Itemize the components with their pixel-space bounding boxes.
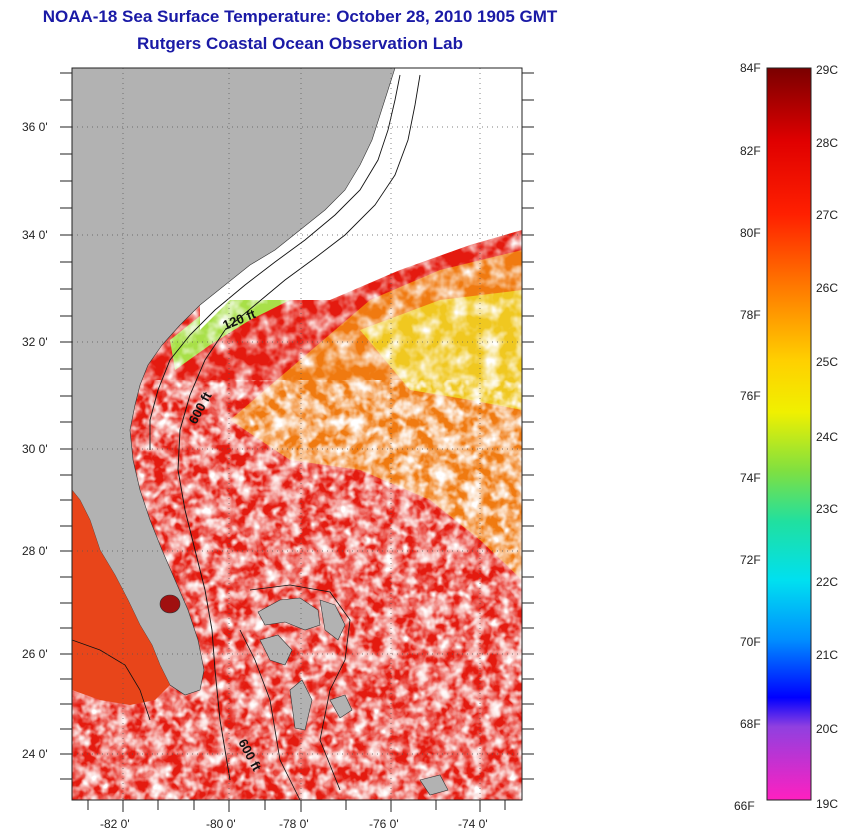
cbar-c-label: 26C bbox=[816, 281, 838, 295]
lon-label: -78 0' bbox=[279, 817, 309, 831]
cbar-c-label: 21C bbox=[816, 648, 838, 662]
cbar-c-label: 22C bbox=[816, 575, 838, 589]
lat-label: 34 0' bbox=[22, 228, 48, 242]
cbar-c-label: 24C bbox=[816, 430, 838, 444]
map-title: NOAA-18 Sea Surface Temperature: October… bbox=[42, 7, 558, 26]
cbar-c-label: 19C bbox=[816, 797, 838, 811]
lat-label: 28 0' bbox=[22, 544, 48, 558]
cbar-f-label: 66F bbox=[734, 799, 755, 813]
lat-label: 24 0' bbox=[22, 747, 48, 761]
cbar-f-label: 78F bbox=[740, 308, 761, 322]
bahamas-island bbox=[319, 599, 346, 641]
cbar-f-label: 70F bbox=[740, 635, 761, 649]
map-ticks bbox=[60, 72, 534, 812]
lon-label: -80 0' bbox=[206, 817, 236, 831]
lake-okeechobee bbox=[159, 594, 181, 614]
sst-map-svg: 36 0' 34 0' 32 0' 30 0' 28 0' 26 0' 24 0… bbox=[22, 67, 534, 831]
contour-bahamas bbox=[249, 584, 351, 791]
cbar-c-label: 23C bbox=[816, 502, 838, 516]
lat-label: 26 0' bbox=[22, 647, 48, 661]
map-frame bbox=[71, 67, 523, 801]
lat-label: 32 0' bbox=[22, 335, 48, 349]
lon-label: -82 0' bbox=[100, 817, 130, 831]
bahamas-island bbox=[257, 597, 321, 631]
temperature-colorbar: 84F 82F 80F 78F 76F 74F 72F 70F 68F 66F … bbox=[720, 60, 849, 832]
bahamas-island bbox=[259, 634, 293, 666]
gulf-water bbox=[72, 490, 170, 705]
bahamas-island bbox=[329, 694, 353, 719]
cbar-c-label: 20C bbox=[816, 722, 838, 736]
map-grid bbox=[72, 68, 522, 800]
cbar-f-label: 74F bbox=[740, 471, 761, 485]
lat-label: 30 0' bbox=[22, 442, 48, 456]
lon-label: -76 0' bbox=[369, 817, 399, 831]
cbar-f-label: 68F bbox=[740, 717, 761, 731]
bahamas-island bbox=[289, 679, 313, 731]
cbar-f-label: 76F bbox=[740, 389, 761, 403]
cbar-c-label: 27C bbox=[816, 208, 838, 222]
contour-120ft bbox=[149, 74, 401, 450]
cbar-c-label: 25C bbox=[816, 355, 838, 369]
contour-bahamas bbox=[239, 629, 301, 800]
cbar-f-label: 80F bbox=[740, 226, 761, 240]
sst-map: 36 0' 34 0' 32 0' 30 0' 28 0' 26 0' 24 0… bbox=[22, 67, 534, 831]
colorbar-gradient bbox=[766, 67, 812, 801]
map-subtitle: Rutgers Coastal Ocean Observation Lab bbox=[137, 34, 463, 53]
lon-label: -74 0' bbox=[458, 817, 488, 831]
cbar-f-label: 72F bbox=[740, 553, 761, 567]
contour-gulf bbox=[72, 639, 151, 721]
cbar-f-label: 82F bbox=[740, 144, 761, 158]
cbar-c-label: 29C bbox=[816, 63, 838, 77]
lat-label: 36 0' bbox=[22, 120, 48, 134]
cbar-f-label: 84F bbox=[740, 61, 761, 75]
contour-600ft bbox=[177, 74, 421, 781]
cbar-c-label: 28C bbox=[816, 136, 838, 150]
bahamas-island bbox=[419, 774, 449, 796]
colorbar-svg: 84F 82F 80F 78F 76F 74F 72F 70F 68F 66F … bbox=[734, 61, 838, 813]
